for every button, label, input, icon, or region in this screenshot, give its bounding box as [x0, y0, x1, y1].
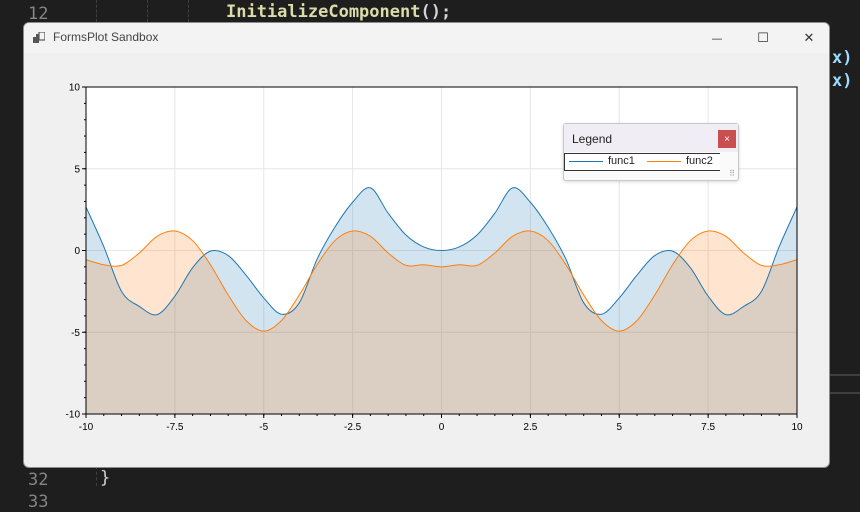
legend-item-func1[interactable]: func1 [569, 155, 635, 167]
indent-guide [96, 466, 97, 486]
minimize-button[interactable]: — [694, 23, 740, 53]
resize-grip-icon[interactable]: ⠿ [729, 169, 735, 178]
indent-guide [188, 0, 189, 22]
series-line-func1 [85, 187, 798, 316]
series-lines [85, 187, 798, 332]
legend-panel[interactable]: Legend × func1 func2 ⠿ [563, 123, 739, 181]
axis-ticks: -10 -7.5 -5 -2.5 0 2.5 5 7.5 10 -10 -5 0 5 10 [66, 83, 803, 434]
code-punct: (); [420, 2, 452, 22]
indent-guide [96, 0, 97, 22]
y-tick-label: -10 [66, 410, 81, 421]
close-button[interactable]: ✕ [786, 23, 829, 53]
y-tick-label: 5 [74, 164, 80, 175]
x-tick-label: 5 [616, 422, 622, 433]
x-tick-label: 2.5 [523, 422, 537, 433]
series-line-func2 [85, 230, 798, 332]
plot-area[interactable]: -10 -7.5 -5 -2.5 0 2.5 5 7.5 10 -10 -5 0 5 10 [24, 23, 829, 467]
x-tick-label: -7.5 [166, 422, 184, 433]
x-tick-label: 7.5 [701, 422, 715, 433]
line-number: 32 [28, 470, 49, 490]
legend-item-func2[interactable]: func2 [647, 155, 713, 167]
legend-swatch [647, 160, 681, 162]
code-fragment: x) [832, 71, 853, 91]
editor-marker [830, 374, 860, 376]
legend-label: func2 [686, 155, 713, 167]
legend-title: Legend [572, 132, 613, 146]
line-number: 33 [28, 492, 49, 512]
close-icon: ✕ [803, 30, 815, 46]
legend-list: func1 func2 [564, 153, 720, 171]
legend-swatch [569, 160, 603, 162]
series-fill-func1 [86, 187, 797, 414]
x-tick-label: -10 [79, 422, 94, 433]
series-fills [86, 187, 797, 414]
x-tick-label: 0 [439, 422, 445, 433]
plot-window: FormsPlot Sandbox — ☐ ✕ -10 -7.5 -5 -2.5 0 2.… [23, 22, 830, 468]
code-fragment: x) [832, 48, 853, 68]
close-icon: × [724, 133, 730, 145]
legend-header[interactable]: Legend × [564, 124, 738, 152]
code-call: InitializeComponent [226, 2, 421, 22]
code-line-initialize[interactable]: InitializeComponent(); [226, 2, 451, 22]
legend-label: func1 [608, 155, 635, 167]
window-title: FormsPlot Sandbox [53, 30, 159, 44]
x-tick-label: -5 [259, 422, 268, 433]
series-fill-func2 [86, 230, 797, 414]
maximize-button[interactable]: ☐ [740, 23, 786, 53]
line-number: 12 [28, 4, 49, 24]
legend-close-button[interactable]: × [718, 130, 736, 148]
minimize-icon: — [711, 31, 723, 45]
app-icon [33, 32, 45, 43]
y-tick-label: 0 [74, 246, 80, 257]
title-bar[interactable]: FormsPlot Sandbox — ☐ ✕ [24, 23, 829, 53]
indent-guide [147, 0, 148, 22]
y-tick-label: 10 [69, 83, 81, 94]
maximize-icon: ☐ [757, 30, 769, 46]
y-tick-label: -5 [71, 328, 80, 339]
x-tick-label: 10 [791, 422, 803, 433]
x-tick-label: -2.5 [344, 422, 362, 433]
code-brace: } [100, 468, 111, 488]
editor-marker [830, 392, 860, 394]
